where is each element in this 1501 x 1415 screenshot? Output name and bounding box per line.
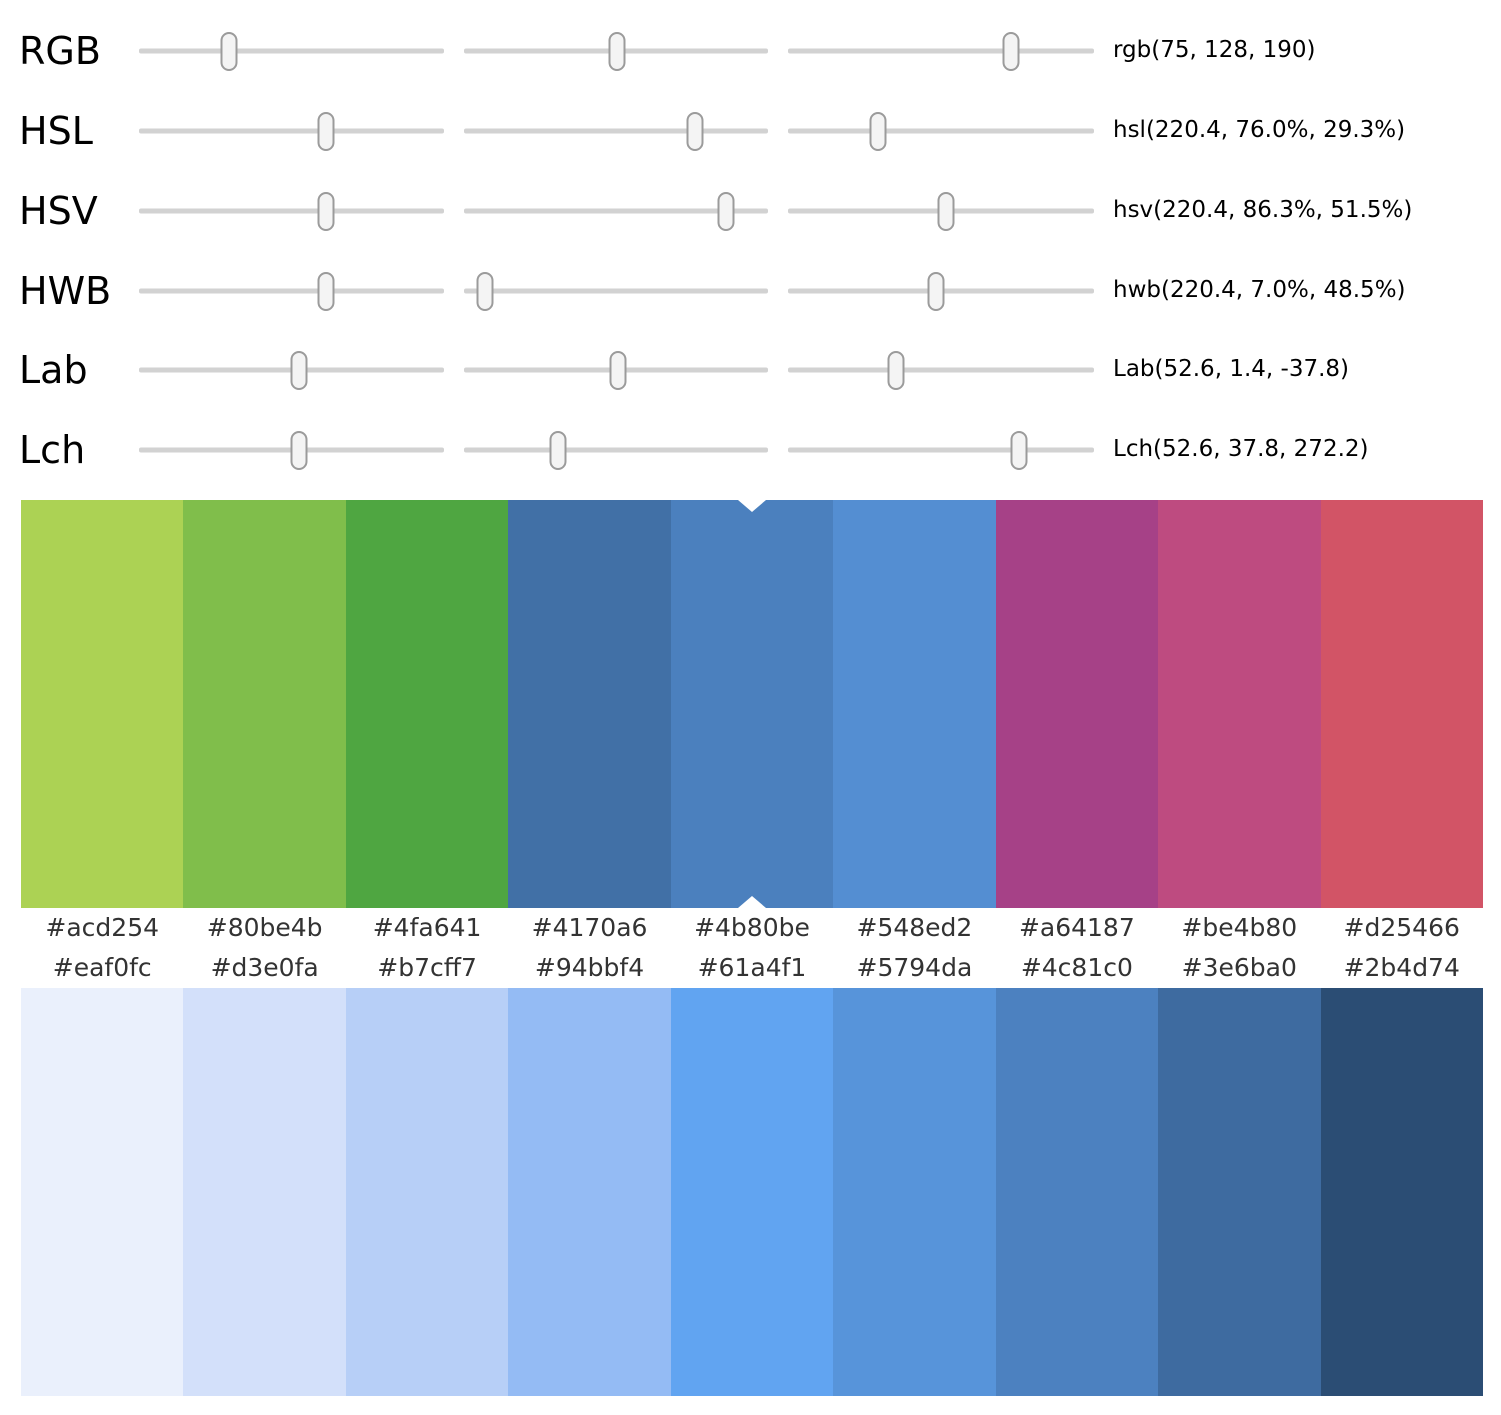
hsl-hue-track[interactable]	[139, 111, 444, 151]
slider-row-lab: Lab Lab(52.6, 1.4, -37.8)	[0, 330, 1501, 410]
palette-swatch[interactable]	[345, 500, 509, 908]
hex-label: #80be4b	[206, 913, 323, 942]
rgb-red-thumb[interactable]	[220, 31, 238, 71]
hsv-value-track[interactable]	[788, 191, 1094, 231]
hex-label: #61a4f1	[697, 953, 807, 982]
hsl-hue-thumb[interactable]	[317, 111, 335, 151]
rgb-blue-thumb[interactable]	[1002, 31, 1020, 71]
slider-row-hsl: HSL hsl(220.4, 76.0%, 29.3%)	[0, 91, 1501, 171]
slider-row-hsv: HSV hsv(220.4, 86.3%, 51.5%)	[0, 171, 1501, 251]
lch-value-text: Lch(52.6, 37.8, 272.2)	[1113, 436, 1369, 463]
slider-row-rgb: RGB rgb(75, 128, 190)	[0, 11, 1501, 91]
palette-swatch[interactable]	[833, 500, 996, 908]
hex-label: #4c81c0	[1020, 953, 1133, 982]
lab-lightness-track[interactable]	[139, 350, 444, 390]
shades-palette	[21, 988, 1483, 1396]
hwb-hue-track[interactable]	[139, 271, 444, 311]
hex-label: #4b80be	[694, 913, 810, 942]
hex-label: #a64187	[1018, 913, 1135, 942]
hex-label: #acd254	[45, 913, 160, 942]
hex-label: #94bbf4	[534, 953, 645, 982]
palette-swatch-selected[interactable]	[670, 500, 834, 908]
palette-swatch[interactable]	[21, 988, 184, 1396]
hex-label: #d25466	[1343, 913, 1460, 942]
rgb-blue-track[interactable]	[788, 31, 1094, 71]
hex-label: #5794da	[856, 953, 973, 982]
hsv-value-thumb[interactable]	[937, 191, 955, 231]
rgb-red-track[interactable]	[139, 31, 444, 71]
hwb-row-label: HWB	[19, 269, 112, 313]
palette-swatch[interactable]	[995, 988, 1159, 1396]
palette-swatch[interactable]	[21, 500, 184, 908]
palette-swatch[interactable]	[670, 988, 834, 1396]
palette-swatch[interactable]	[508, 988, 671, 1396]
lab-value-text: Lab(52.6, 1.4, -37.8)	[1113, 356, 1349, 383]
hsv-saturation-track[interactable]	[464, 191, 768, 231]
hex-label: #548ed2	[856, 913, 973, 942]
hsl-saturation-track[interactable]	[464, 111, 768, 151]
main-palette	[21, 500, 1483, 908]
rgb-green-track[interactable]	[464, 31, 768, 71]
hsv-row-label: HSV	[19, 189, 98, 233]
palette-swatch[interactable]	[1158, 500, 1321, 908]
main-palette-hex-labels: #acd254 #80be4b #4fa641 #4170a6 #4b80be …	[21, 908, 1483, 948]
hsl-row-label: HSL	[19, 109, 93, 153]
hwb-value-text: hwb(220.4, 7.0%, 48.5%)	[1113, 277, 1406, 304]
lch-row-label: Lch	[19, 428, 86, 472]
hwb-whiteness-track[interactable]	[464, 271, 768, 311]
hsv-saturation-thumb[interactable]	[717, 191, 735, 231]
selected-swatch-notch-top-icon	[737, 500, 766, 512]
lch-chroma-track[interactable]	[464, 430, 768, 470]
palette-swatch[interactable]	[1320, 500, 1483, 908]
hwb-whiteness-thumb[interactable]	[476, 271, 494, 311]
hex-label: #4fa641	[372, 913, 482, 942]
hex-label: #d3e0fa	[210, 953, 319, 982]
lab-a-thumb[interactable]	[609, 350, 627, 390]
lab-b-track[interactable]	[788, 350, 1094, 390]
lch-hue-thumb[interactable]	[1010, 430, 1028, 470]
shades-palette-hex-labels: #eaf0fc #d3e0fa #b7cff7 #94bbf4 #61a4f1 …	[21, 948, 1483, 988]
palette-swatch[interactable]	[345, 988, 509, 1396]
hex-label: #4170a6	[531, 913, 648, 942]
hwb-blackness-thumb[interactable]	[927, 271, 945, 311]
palette-swatch[interactable]	[1320, 988, 1483, 1396]
slider-row-lch: Lch Lch(52.6, 37.8, 272.2)	[0, 410, 1501, 490]
hsl-lightness-track[interactable]	[788, 111, 1094, 151]
hex-label: #b7cff7	[377, 953, 477, 982]
rgb-row-label: RGB	[19, 29, 101, 73]
hsv-hue-track[interactable]	[139, 191, 444, 231]
hsv-hue-thumb[interactable]	[317, 191, 335, 231]
lch-hue-track[interactable]	[788, 430, 1094, 470]
lab-a-track[interactable]	[464, 350, 768, 390]
hwb-hue-thumb[interactable]	[317, 271, 335, 311]
hsl-lightness-thumb[interactable]	[869, 111, 887, 151]
lch-chroma-thumb[interactable]	[549, 430, 567, 470]
lch-lightness-track[interactable]	[139, 430, 444, 470]
hsl-saturation-thumb[interactable]	[686, 111, 704, 151]
hex-label: #eaf0fc	[52, 953, 152, 982]
palette-swatch[interactable]	[833, 988, 996, 1396]
palette-swatch[interactable]	[183, 988, 346, 1396]
selected-swatch-notch-bottom-icon	[737, 896, 766, 908]
hsv-value-text: hsv(220.4, 86.3%, 51.5%)	[1113, 197, 1413, 224]
hex-label: #3e6ba0	[1181, 953, 1297, 982]
palette-swatch[interactable]	[1158, 988, 1321, 1396]
hex-label: #2b4d74	[1343, 953, 1460, 982]
lab-row-label: Lab	[19, 348, 88, 392]
lab-lightness-thumb[interactable]	[290, 350, 308, 390]
hwb-blackness-track[interactable]	[788, 271, 1094, 311]
lab-b-thumb[interactable]	[887, 350, 905, 390]
slider-row-hwb: HWB hwb(220.4, 7.0%, 48.5%)	[0, 251, 1501, 331]
palette-swatch[interactable]	[183, 500, 346, 908]
rgb-green-thumb[interactable]	[608, 31, 626, 71]
hsl-value-text: hsl(220.4, 76.0%, 29.3%)	[1113, 117, 1406, 144]
palette-swatch[interactable]	[995, 500, 1159, 908]
rgb-value-text: rgb(75, 128, 190)	[1113, 37, 1316, 64]
palette-swatch[interactable]	[508, 500, 671, 908]
hex-label: #be4b80	[1181, 913, 1298, 942]
lch-lightness-thumb[interactable]	[290, 430, 308, 470]
